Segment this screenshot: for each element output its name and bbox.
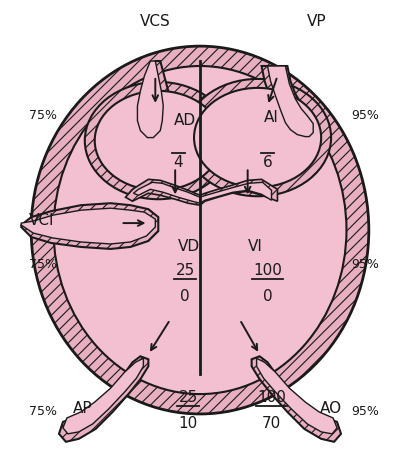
Text: AD: AD xyxy=(174,113,196,128)
Text: 0: 0 xyxy=(263,289,272,304)
Ellipse shape xyxy=(85,82,232,199)
Text: 0: 0 xyxy=(180,289,190,304)
Text: VCS: VCS xyxy=(140,14,171,29)
Text: 100: 100 xyxy=(257,390,286,405)
Text: VI: VI xyxy=(248,239,262,255)
Text: AI: AI xyxy=(264,110,279,125)
Polygon shape xyxy=(21,203,158,249)
Polygon shape xyxy=(252,356,341,442)
Polygon shape xyxy=(138,61,163,138)
Ellipse shape xyxy=(184,79,331,196)
Text: AO: AO xyxy=(320,401,342,417)
Ellipse shape xyxy=(31,46,369,414)
Text: 100: 100 xyxy=(253,263,282,278)
Text: 95%: 95% xyxy=(351,258,379,271)
Polygon shape xyxy=(268,66,313,137)
Text: 6: 6 xyxy=(263,155,272,171)
Text: 25: 25 xyxy=(178,390,198,405)
Polygon shape xyxy=(126,180,200,205)
Text: AP: AP xyxy=(73,401,93,417)
Text: 75%: 75% xyxy=(29,258,57,271)
Text: VD: VD xyxy=(178,239,200,255)
Ellipse shape xyxy=(194,88,321,187)
Text: 95%: 95% xyxy=(351,406,379,418)
Polygon shape xyxy=(63,358,143,434)
Text: 10: 10 xyxy=(178,416,198,431)
Polygon shape xyxy=(200,180,278,205)
Text: VCI: VCI xyxy=(29,213,55,228)
Polygon shape xyxy=(257,358,337,434)
Polygon shape xyxy=(200,182,272,203)
Ellipse shape xyxy=(54,66,346,394)
Text: 75%: 75% xyxy=(29,406,57,418)
Text: 4: 4 xyxy=(173,155,183,171)
Polygon shape xyxy=(134,182,200,203)
Text: VP: VP xyxy=(307,14,327,29)
Text: 25: 25 xyxy=(176,263,195,278)
Polygon shape xyxy=(262,66,317,138)
Text: 95%: 95% xyxy=(351,109,379,122)
Polygon shape xyxy=(59,356,148,442)
Polygon shape xyxy=(140,61,170,138)
Text: 75%: 75% xyxy=(29,109,57,122)
Text: 70: 70 xyxy=(262,416,281,431)
Polygon shape xyxy=(21,208,155,244)
Ellipse shape xyxy=(95,91,222,190)
